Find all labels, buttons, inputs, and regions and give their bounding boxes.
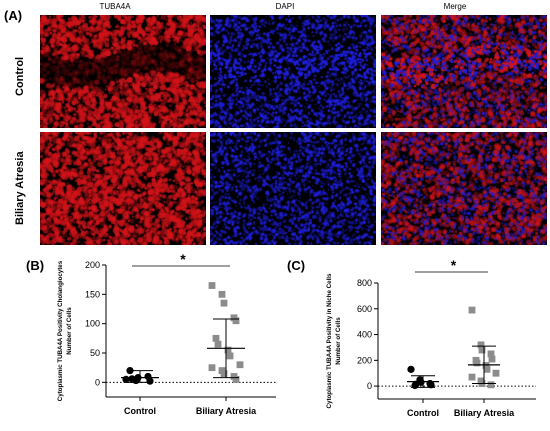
- micrograph-ba-merge: [381, 132, 547, 245]
- data-point-biliary-atresia: [487, 381, 495, 389]
- data-point-biliary-atresia: [218, 290, 226, 298]
- data-point-biliary-atresia: [208, 364, 216, 372]
- y-tick-label: 0: [95, 377, 100, 387]
- micrograph-control-tuba4a: [40, 15, 206, 128]
- x-tick-label: Control: [407, 408, 439, 418]
- significance-star: *: [451, 257, 457, 273]
- x-tick-label: Biliary Atresia: [454, 408, 515, 418]
- data-point-biliary-atresia: [220, 370, 228, 377]
- micrograph-control-merge: [381, 15, 547, 128]
- chart-b: 0 50 100 150 200 Cytoplasmic TUBA4A Positivit…: [57, 252, 276, 416]
- y-tick-label: 100: [85, 319, 100, 329]
- data-point-biliary-atresia: [224, 346, 232, 354]
- x-tick-label: Control: [124, 406, 156, 416]
- data-point-biliary-atresia: [208, 282, 216, 289]
- y-tick-label: 600: [357, 304, 372, 314]
- col-title-dapi: DAPI: [275, 2, 295, 11]
- significance-star: *: [180, 252, 186, 267]
- data-point-biliary-atresia: [483, 365, 491, 373]
- data-point-biliary-atresia: [226, 352, 234, 360]
- y-axis-label: Number of Cells: [335, 317, 342, 365]
- data-point-biliary-atresia: [478, 346, 486, 354]
- col-title-tuba4a: TUBA4A: [99, 2, 131, 11]
- data-point-biliary-atresia: [212, 334, 220, 342]
- data-point-control: [146, 377, 154, 385]
- data-point-control: [407, 365, 415, 373]
- data-point-biliary-atresia: [468, 373, 476, 381]
- data-point-biliary-atresia: [232, 317, 240, 325]
- y-axis-label: Cytoplasmic TUBA4A Positivity in Niche C…: [326, 273, 333, 408]
- data-point-biliary-atresia: [473, 359, 481, 367]
- data-point-biliary-atresia: [488, 355, 496, 363]
- micrograph-ba-dapi: [210, 132, 376, 245]
- chart-c: 0 200 400 600 800 Cytoplasmic TUBA4A Positivi…: [326, 257, 536, 418]
- y-tick-label: 50: [90, 348, 100, 358]
- data-point-biliary-atresia: [477, 341, 485, 349]
- data-point-biliary-atresia: [220, 299, 228, 307]
- data-point-biliary-atresia: [214, 340, 222, 348]
- y-tick-label: 400: [357, 330, 372, 340]
- y-tick-label: 0: [367, 381, 372, 391]
- x-tick-label: Biliary Atresia: [196, 406, 257, 416]
- data-point-biliary-atresia: [232, 376, 240, 383]
- data-point-control: [427, 381, 435, 389]
- data-point-control: [412, 380, 420, 388]
- row-title-control: Control: [14, 56, 26, 96]
- data-point-control: [128, 375, 136, 383]
- panel-b-label: (B): [26, 258, 45, 273]
- data-point-biliary-atresia: [468, 306, 476, 314]
- data-point-biliary-atresia: [482, 362, 490, 369]
- col-title-merge: Merge: [443, 2, 467, 11]
- panel-a-label: (A): [4, 8, 23, 23]
- y-tick-label: 800: [357, 278, 372, 288]
- row-title-biliary-atresia: Biliary Atresia: [14, 151, 26, 225]
- data-point-biliary-atresia: [487, 350, 495, 358]
- data-point-biliary-atresia: [492, 369, 500, 377]
- y-tick-label: 150: [85, 289, 100, 299]
- data-point-biliary-atresia: [236, 361, 244, 369]
- micrograph-ba-tuba4a: [40, 132, 206, 245]
- y-axis-label: Number of Cells: [66, 307, 73, 355]
- micrograph-control-dapi: [210, 15, 376, 128]
- y-axis-label: Cytoplasmic TUBA4A Positivity Cholangioc…: [57, 260, 64, 401]
- y-tick-label: 200: [357, 355, 372, 365]
- panel-c-label: (C): [287, 258, 306, 273]
- y-tick-label: 200: [85, 260, 100, 270]
